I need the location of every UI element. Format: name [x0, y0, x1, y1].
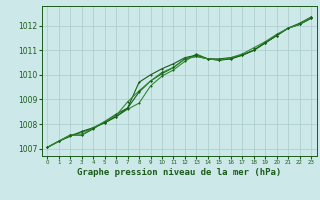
X-axis label: Graphe pression niveau de la mer (hPa): Graphe pression niveau de la mer (hPa): [77, 168, 281, 177]
